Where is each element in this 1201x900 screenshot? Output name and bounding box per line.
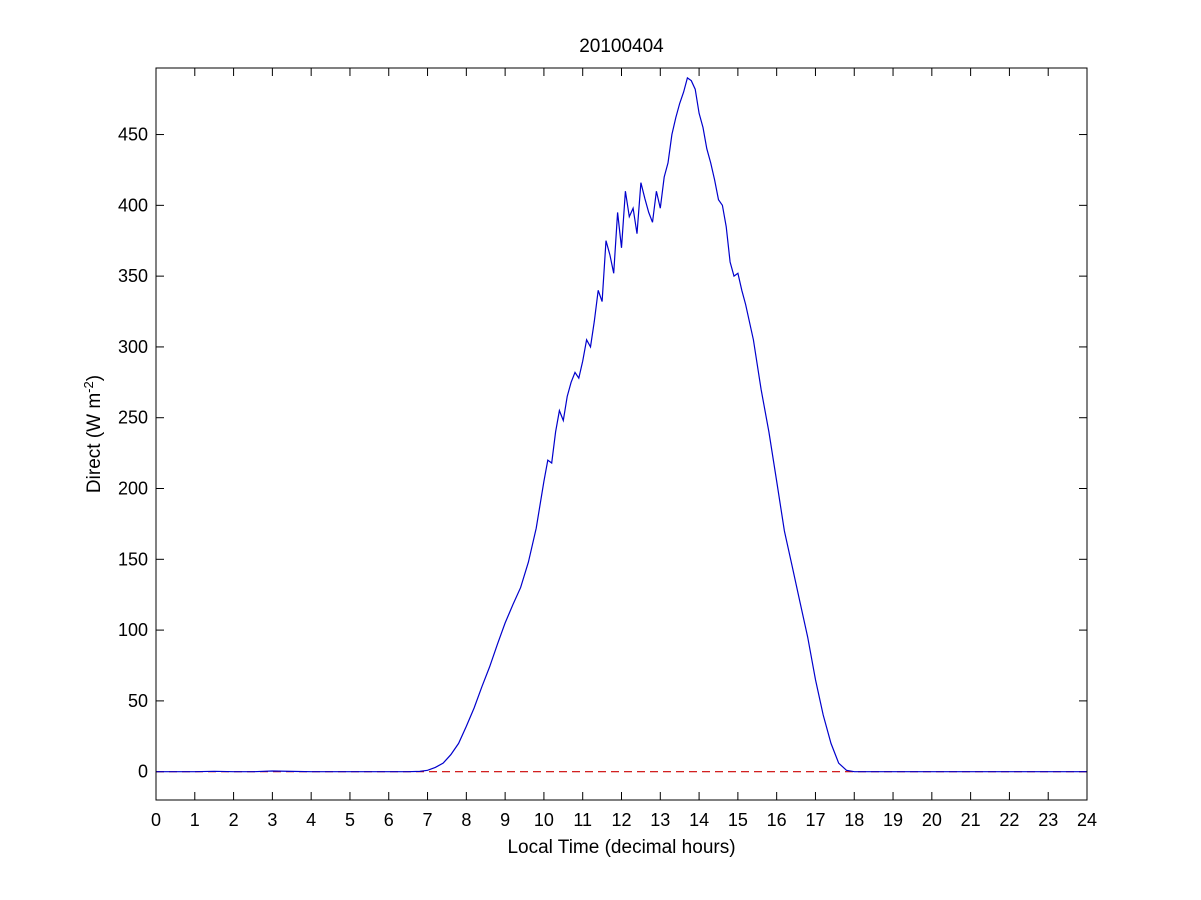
x-tick-label: 16	[767, 810, 787, 830]
y-tick-label: 150	[118, 549, 148, 569]
x-tick-label: 12	[611, 810, 631, 830]
y-tick-label: 450	[118, 125, 148, 145]
x-tick-label: 15	[728, 810, 748, 830]
y-tick-label: 50	[128, 691, 148, 711]
y-tick-label: 350	[118, 266, 148, 286]
x-tick-label: 7	[423, 810, 433, 830]
x-tick-label: 9	[500, 810, 510, 830]
x-tick-label: 0	[151, 810, 161, 830]
x-axis-ticks: 0 1 2 3 4 5 6 7 8 9 10 11 12 13 14 15 16 17 18 19 20 21 22 23 24	[151, 68, 1097, 830]
x-tick-label: 17	[805, 810, 825, 830]
x-tick-label: 4	[306, 810, 316, 830]
x-tick-label: 6	[384, 810, 394, 830]
x-tick-label: 8	[461, 810, 471, 830]
y-tick-label: 100	[118, 620, 148, 640]
y-axis-label-superscript: -2	[81, 381, 96, 393]
x-tick-label: 22	[999, 810, 1019, 830]
x-tick-label: 14	[689, 810, 709, 830]
y-tick-label: 400	[118, 195, 148, 215]
direct-irradiance-series-line	[156, 76, 1087, 773]
y-axis-label: Direct (W m-2)	[81, 375, 106, 493]
x-tick-label: 5	[345, 810, 355, 830]
x-tick-label: 21	[961, 810, 981, 830]
x-tick-label: 13	[650, 810, 670, 830]
chart-title: 20100404	[579, 36, 664, 57]
x-tick-label: 3	[267, 810, 277, 830]
x-tick-label: 18	[844, 810, 864, 830]
x-tick-label: 23	[1038, 810, 1058, 830]
y-axis-label-end: )	[84, 375, 105, 381]
y-tick-label: 250	[118, 408, 148, 428]
y-tick-label: 300	[118, 337, 148, 357]
plot-area-frame	[155, 67, 1088, 801]
x-axis-label: Local Time (decimal hours)	[507, 837, 735, 858]
x-tick-label: 19	[883, 810, 903, 830]
x-tick-label: 1	[190, 810, 200, 830]
x-tick-label: 24	[1077, 810, 1097, 830]
x-tick-label: 11	[573, 810, 592, 830]
y-tick-label: 200	[118, 479, 148, 499]
y-axis-ticks: 0 50 100 150 200 250 300 350 400 450	[118, 125, 1087, 782]
x-tick-label: 10	[534, 810, 554, 830]
y-tick-label: 0	[138, 762, 148, 782]
x-tick-label: 2	[229, 810, 239, 830]
x-tick-label: 20	[922, 810, 942, 830]
y-axis-label-main: Direct (W m	[84, 393, 105, 493]
